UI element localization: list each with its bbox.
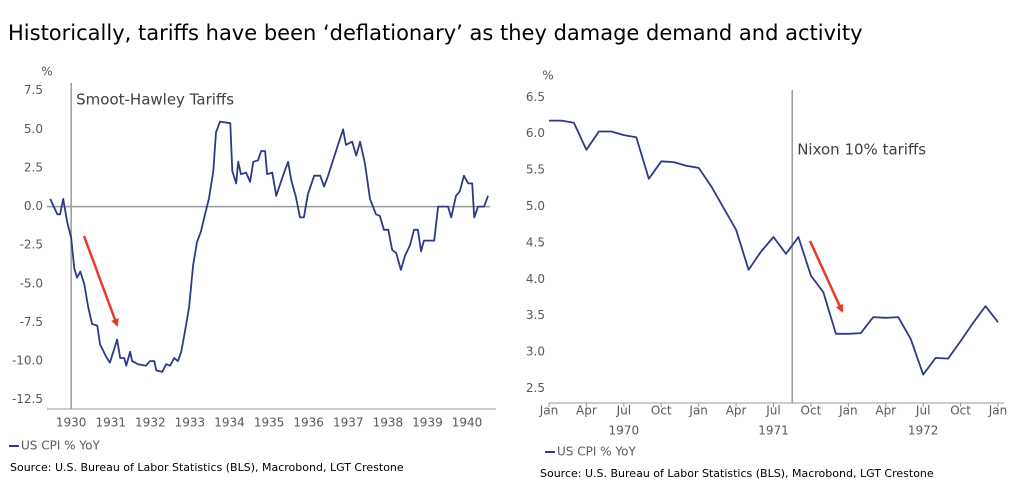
x-tick-label: Apr: [875, 404, 896, 418]
annotation: Nixon 10% tariffs: [797, 141, 926, 159]
x-tick-label: Jan: [838, 404, 858, 418]
arrow: [82, 235, 119, 327]
y-tick-label: 2.5: [24, 160, 43, 174]
y-tick-label: 7.5: [24, 83, 43, 97]
y-tick-label: 4.0: [526, 272, 545, 286]
y-tick-label: 5.0: [24, 122, 43, 136]
arrow: [808, 240, 844, 313]
line: [549, 119, 999, 376]
x-tick-label: Oct: [651, 404, 672, 418]
legend-label: US CPI % YoY: [557, 445, 636, 459]
y-tick-label: 2.5: [526, 381, 545, 395]
x-year-label: 1972: [908, 424, 939, 438]
x-tick-label: Apr: [576, 404, 597, 418]
x-tick-label: 1935: [254, 416, 285, 430]
x-tick-label: 1939: [412, 416, 443, 430]
y-unit: %: [41, 65, 52, 79]
y-tick-label: -5.0: [20, 276, 43, 290]
y-tick-label: -2.5: [20, 238, 43, 252]
x-tick-label: 1937: [333, 416, 364, 430]
title: Historically, tariffs have been ‘deflati…: [8, 21, 863, 45]
x-tick-label: 1938: [373, 416, 404, 430]
y-unit: %: [542, 69, 553, 83]
y-tick-label: -12.5: [12, 392, 43, 406]
x-tick-label: 1933: [175, 416, 206, 430]
y-tick-label: -10.0: [12, 354, 43, 368]
y-tick-label: 0.0: [24, 199, 43, 213]
y-tick-label: -7.5: [20, 315, 43, 329]
x-tick-label: Jan: [988, 404, 1008, 418]
source: Source: U.S. Bureau of Labor Statistics …: [10, 461, 404, 474]
legend-label: US CPI % YoY: [21, 439, 100, 453]
x-tick-label: Oct: [801, 404, 822, 418]
y-tick-label: 4.5: [526, 235, 545, 249]
x-tick-label: 1940: [452, 416, 483, 430]
x-tick-label: 1930: [56, 416, 87, 430]
y-tick-label: 6.5: [526, 90, 545, 104]
y-tick-label: 5.0: [526, 199, 545, 213]
x-tick-label: Apr: [726, 404, 747, 418]
y-tick-label: 5.5: [526, 163, 545, 177]
x-tick-label: 1931: [95, 416, 126, 430]
x-tick-label: Oct: [950, 404, 971, 418]
x-tick-label: Jan: [539, 404, 559, 418]
line: [49, 120, 489, 373]
x-year-label: 1970: [609, 424, 640, 438]
source: Source: U.S. Bureau of Labor Statistics …: [540, 467, 934, 480]
y-tick-label: 3.5: [526, 308, 545, 322]
x-tick-label: 1934: [214, 416, 245, 430]
annotation: Smoot-Hawley Tariffs: [76, 91, 234, 109]
x-tick-label: Jan: [688, 404, 708, 418]
x-year-label: 1971: [758, 424, 789, 438]
x-tick-label: Jul: [616, 404, 631, 418]
x-tick-label: 1932: [135, 416, 166, 430]
x-tick-label: Jul: [765, 404, 780, 418]
x-tick-label: 1936: [293, 416, 324, 430]
x-tick-label: Jul: [915, 404, 930, 418]
y-tick-label: 6.0: [526, 126, 545, 140]
y-tick-label: 3.0: [526, 345, 545, 359]
